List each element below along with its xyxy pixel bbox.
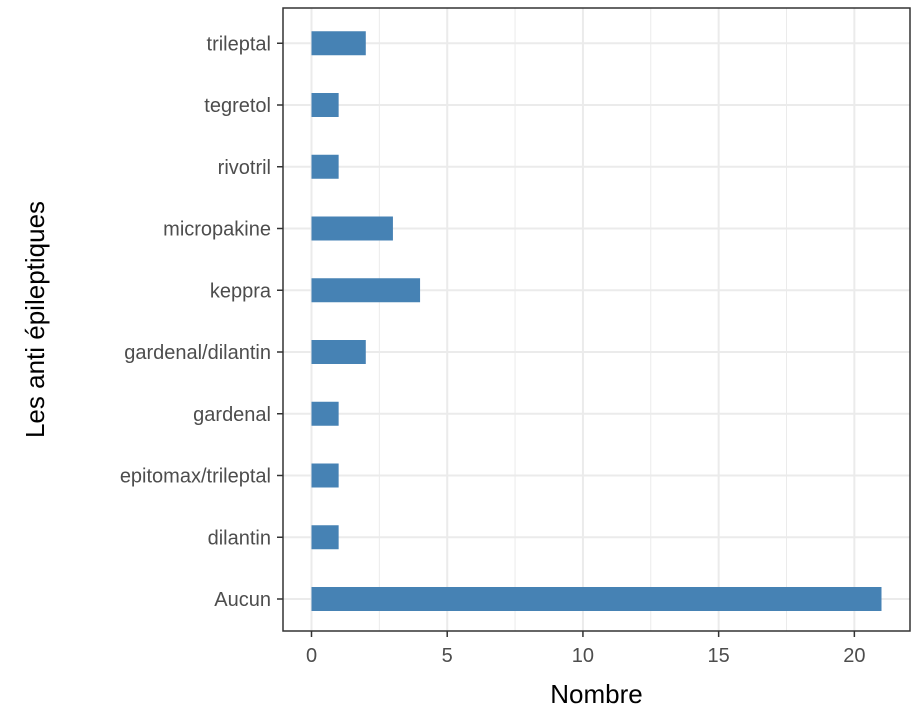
bar-epitomax-trileptal xyxy=(311,463,339,488)
x-tick-label: 5 xyxy=(442,645,453,667)
y-tick-label: micropakine xyxy=(163,219,271,241)
x-axis-title: Nombre xyxy=(550,679,642,709)
y-axis: Aucun dilantin epitomax/trileptal gardenal g… xyxy=(120,33,283,611)
plot-panel-border xyxy=(282,7,911,632)
y-tick-label: epitomax/trileptal xyxy=(120,466,271,488)
y-tick-label: tegretol xyxy=(204,95,271,117)
grid-lines xyxy=(283,8,910,631)
y-tick-label: gardenal/dilantin xyxy=(124,342,271,364)
bar-gardenal-dilantin xyxy=(311,340,366,364)
y-tick-label: rivotril xyxy=(218,157,271,179)
y-axis-title: Les anti épileptiques xyxy=(20,201,50,438)
bar-aucun xyxy=(311,587,882,611)
y-tick-label: keppra xyxy=(210,280,272,302)
bar-trileptal xyxy=(311,31,366,56)
bar-micropakine xyxy=(311,216,393,241)
bars xyxy=(311,31,882,611)
x-tick-label: 10 xyxy=(572,645,594,667)
bar-dilantin xyxy=(311,525,339,550)
bar-keppra xyxy=(311,278,421,303)
y-tick-label: trileptal xyxy=(207,33,271,55)
x-tick-label: 20 xyxy=(843,645,865,667)
y-tick-label: Aucun xyxy=(214,589,271,611)
x-tick-label: 15 xyxy=(708,645,730,667)
x-tick-label: 0 xyxy=(306,645,317,667)
x-axis: 0 5 10 15 20 xyxy=(306,631,865,667)
bar-gardenal xyxy=(311,401,339,426)
y-tick-label: gardenal xyxy=(193,404,271,426)
y-tick-label: dilantin xyxy=(208,527,271,549)
bar-rivotril xyxy=(311,154,339,179)
bar-tegretol xyxy=(311,93,339,117)
